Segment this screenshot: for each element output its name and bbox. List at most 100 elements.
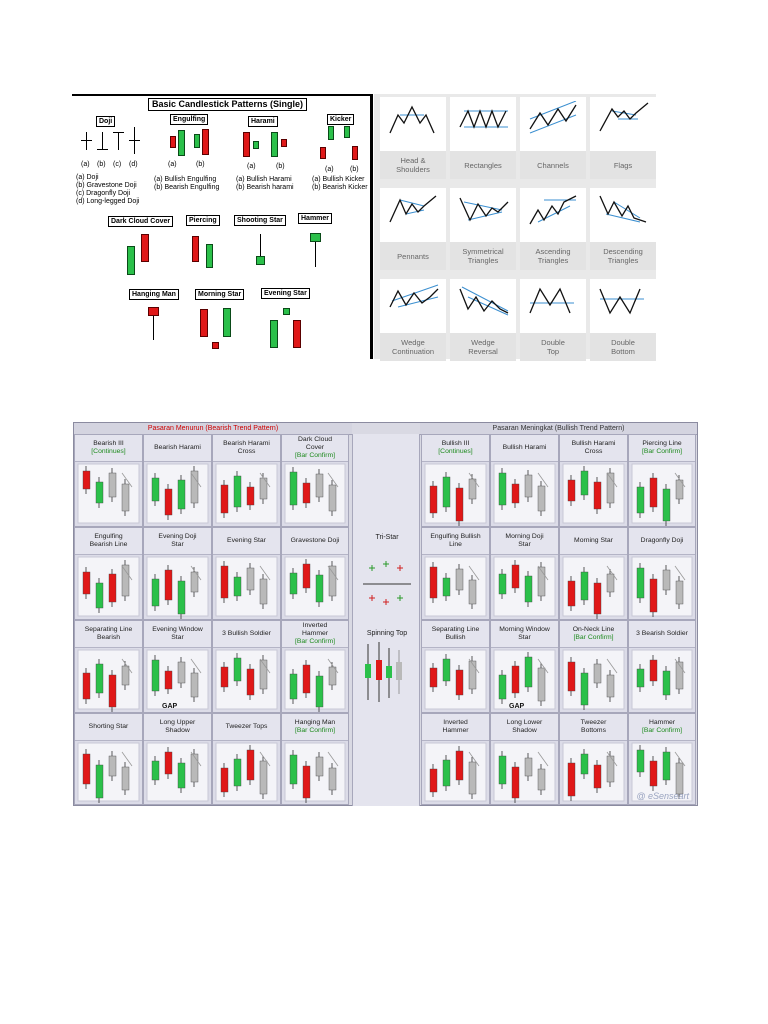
direction-arrow — [327, 658, 339, 674]
trendline — [605, 213, 641, 223]
direction-arrow — [259, 751, 271, 767]
price-path — [599, 288, 641, 315]
pattern-candles — [215, 742, 278, 802]
candle-body — [315, 756, 324, 777]
engulfing-desc-1: (a) Bullish Engulfing — [154, 176, 217, 183]
bullish-pattern-cell: Bullish Harami — [490, 434, 559, 527]
pattern-candles — [146, 649, 209, 710]
candle-body — [246, 486, 255, 506]
pattern-name: Bullish Harami Cross — [560, 435, 627, 462]
direction-arrow — [190, 565, 202, 581]
pattern-name-line: Evening Window — [152, 626, 203, 633]
chart-pattern-cell: Pennants — [380, 188, 446, 270]
chart-patterns-panel: Head & Shoulders Rectangles Channels Flags Pe… — [374, 94, 656, 361]
bearish-pattern-cell: Evening Doji Star — [143, 527, 212, 620]
candle-body — [108, 472, 117, 498]
pattern-name: Shorting Star — [75, 714, 142, 741]
candle-body — [580, 571, 589, 601]
pattern-candles — [562, 649, 625, 710]
candle-body — [121, 564, 130, 597]
candle-body — [315, 574, 324, 603]
pattern-name-line: Dragonfly Doji — [640, 537, 684, 544]
pattern-name: Engulfing Bearish Line — [75, 528, 142, 555]
watermark: @ eSenseart — [636, 791, 689, 801]
candle-body — [315, 473, 324, 498]
pattern-name-line: Inverted — [302, 622, 328, 629]
pattern-name-line: Inverted — [443, 719, 468, 726]
pattern-candles — [562, 463, 625, 524]
morning-star-label: Morning Star — [195, 289, 245, 300]
candle-body — [593, 663, 602, 684]
pattern-name: Bearish Harami Cross — [213, 435, 280, 462]
bearish-pattern-cell: Bearish Harami Cross — [212, 434, 281, 527]
direction-arrow — [190, 751, 202, 767]
pattern-name: Tweezer Tops — [213, 714, 280, 741]
direction-arrow — [606, 658, 618, 674]
candle-body — [662, 569, 671, 591]
candle-body — [442, 658, 451, 682]
candle-body — [537, 485, 546, 512]
pattern-candles — [424, 556, 487, 617]
candle-body — [177, 580, 186, 615]
chart-pattern-sketch — [599, 288, 644, 315]
chart-pattern-sketch — [529, 287, 574, 314]
pattern-candles — [562, 556, 625, 619]
candle-body — [511, 483, 520, 504]
pattern-name-line: Bearish — [96, 634, 121, 641]
kicker-tag-b: (b) — [350, 166, 359, 173]
bullish-pattern-cell: Bullish Harami Cross — [559, 434, 628, 527]
harami-desc-2: (b) Bearish harami — [236, 184, 294, 191]
chart-pattern-label: Descending Triangles — [590, 242, 656, 270]
pattern-candles — [146, 742, 209, 802]
pattern-name-line: 3 Bearish Soldier — [636, 630, 688, 637]
doji-tag-d: (d) — [129, 161, 138, 168]
direction-arrow — [121, 751, 133, 767]
candle-body — [246, 668, 255, 696]
chart-pattern-label: Wedge Continuation — [380, 333, 446, 361]
doji-desc-2: (b) Gravestone Doji — [76, 182, 137, 189]
candle-body — [121, 665, 130, 686]
candle-body — [662, 751, 671, 781]
direction-arrow — [606, 565, 618, 581]
candle-body — [177, 661, 186, 684]
doji-desc-1: (a) Doji — [76, 174, 99, 181]
chart-pattern-label: Rectangles — [450, 151, 516, 179]
direction-arrow — [537, 472, 549, 488]
candle-body — [177, 479, 186, 510]
pattern-candles — [215, 556, 278, 617]
candle-body — [429, 485, 438, 514]
candle-body — [95, 764, 104, 799]
price-path — [459, 109, 507, 129]
candle-body — [498, 573, 507, 595]
price-path — [389, 288, 439, 308]
candle-body — [82, 571, 91, 595]
chart-pattern-sketch — [459, 286, 509, 316]
pattern-name-line: Bullish Harami — [571, 440, 616, 447]
pattern-name-line: [Bar Confirm] — [641, 727, 683, 734]
pattern-name-line: Hammer — [442, 727, 469, 734]
candle-body — [498, 472, 507, 506]
pattern-name-line: Tweezer — [580, 719, 607, 726]
chart-pattern-cell: Wedge Continuation — [380, 279, 446, 361]
doji-desc-3: (c) Dragonfly Doji — [76, 190, 131, 197]
candle-body — [455, 487, 464, 522]
price-path — [529, 195, 577, 225]
pattern-candles — [284, 742, 346, 803]
candle-body — [328, 484, 337, 512]
candle-body — [259, 760, 268, 795]
chart-pattern-label: Head & Shoulders — [380, 151, 446, 179]
candle-body — [328, 565, 337, 597]
candle-body — [498, 674, 507, 700]
candle-body — [662, 488, 671, 522]
hammer-label: Hammer — [298, 213, 333, 224]
candle-body — [302, 563, 311, 589]
candle-body — [108, 573, 117, 603]
direction-arrow — [259, 472, 271, 488]
kicker-desc-1: (a) Bullish Kicker — [312, 176, 365, 183]
kicker-desc-2: (b) Bearish Kicker — [312, 184, 368, 191]
pattern-name-line: [Continues] — [91, 448, 126, 455]
doji-tag-a: (a) — [81, 161, 90, 168]
candle-body — [289, 754, 298, 785]
chart-pattern-cell: Wedge Reversal — [450, 279, 516, 361]
candle-body — [649, 578, 658, 613]
